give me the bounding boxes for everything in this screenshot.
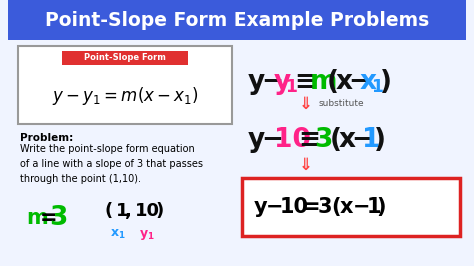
Text: x: x (359, 69, 376, 95)
Text: ,: , (125, 202, 132, 220)
Text: ): ) (380, 69, 392, 95)
Text: y: y (273, 69, 291, 95)
Text: 3: 3 (318, 197, 332, 217)
Text: 1: 1 (362, 127, 381, 153)
Text: (: ( (105, 202, 113, 220)
Text: =: = (39, 208, 57, 228)
Text: Write the point-slope form equation
of a line with a slope of 3 that passes
thro: Write the point-slope form equation of a… (20, 144, 203, 184)
Text: ≡: ≡ (294, 69, 316, 95)
Text: 10: 10 (273, 127, 310, 153)
Text: −: − (353, 197, 370, 217)
Text: 1: 1 (366, 197, 381, 217)
Text: 3: 3 (314, 127, 333, 153)
Text: (: ( (327, 69, 339, 95)
Text: x: x (338, 127, 355, 153)
Text: m: m (26, 208, 47, 228)
Text: y: y (254, 197, 267, 217)
Text: ⇓: ⇓ (299, 156, 312, 174)
Text: ≡: ≡ (299, 127, 321, 153)
Text: y: y (247, 69, 265, 95)
Text: (: ( (331, 197, 341, 217)
Text: =: = (302, 197, 320, 217)
Text: Problem:: Problem: (20, 133, 73, 143)
Text: −: − (351, 127, 373, 153)
Text: −: − (266, 197, 283, 217)
Text: $\mathbf{x_1}$: $\mathbf{x_1}$ (109, 228, 125, 241)
Text: Point-Slope Form Example Problems: Point-Slope Form Example Problems (45, 10, 429, 30)
Text: ⇓: ⇓ (299, 95, 312, 113)
Text: ): ) (376, 197, 385, 217)
FancyBboxPatch shape (63, 51, 188, 65)
Text: 1: 1 (285, 78, 297, 96)
FancyBboxPatch shape (9, 0, 465, 40)
Text: −: − (261, 69, 283, 95)
Text: $y - y_1 = m(x - x_1)$: $y - y_1 = m(x - x_1)$ (52, 85, 199, 107)
Text: 1: 1 (116, 202, 128, 220)
FancyBboxPatch shape (242, 178, 460, 236)
Text: (: ( (329, 127, 342, 153)
Text: Point-Slope Form: Point-Slope Form (84, 53, 166, 63)
Text: y: y (247, 127, 265, 153)
Text: ): ) (374, 127, 386, 153)
Text: ): ) (155, 202, 163, 220)
Text: 10: 10 (135, 202, 160, 220)
Text: $\mathbf{y_1}$: $\mathbf{y_1}$ (139, 228, 155, 242)
Text: substitute: substitute (319, 99, 365, 109)
Text: 1: 1 (371, 78, 383, 96)
Text: −: − (348, 69, 370, 95)
Text: −: − (261, 127, 283, 153)
Text: 10: 10 (280, 197, 309, 217)
FancyBboxPatch shape (18, 46, 232, 124)
Text: m: m (310, 69, 337, 95)
Text: 3: 3 (49, 205, 67, 231)
Text: x: x (340, 197, 354, 217)
Text: x: x (336, 69, 352, 95)
